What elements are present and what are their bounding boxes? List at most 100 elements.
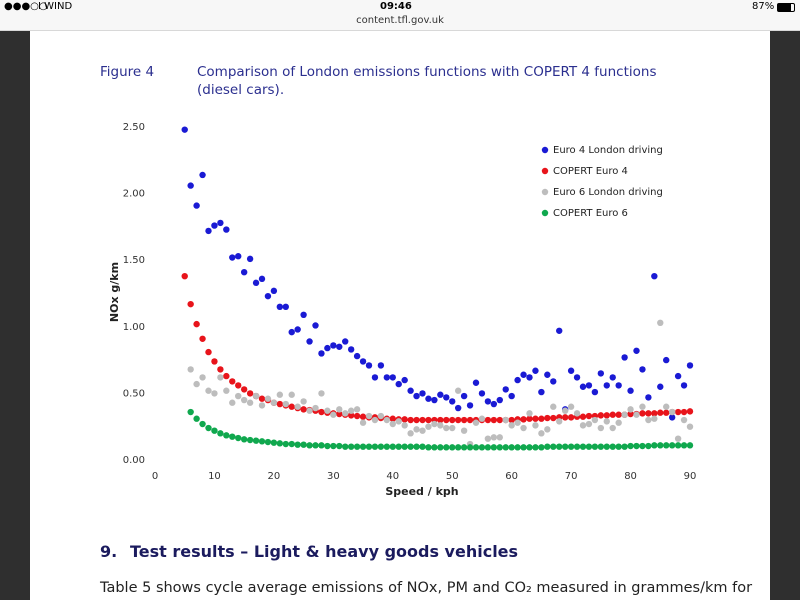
data-point [300,441,307,448]
browser-bar: ●●●○○ I WIND 09:46 87% content.tfl.gov.u… [0,0,800,31]
data-point [657,409,664,416]
data-point [484,398,492,405]
data-point [359,419,367,426]
data-point [556,327,563,334]
x-tick-label: 20 [268,471,281,482]
data-point [645,416,652,424]
data-point [579,383,587,390]
data-point [437,391,444,398]
data-point [336,410,343,418]
data-point [205,387,212,394]
x-tick-label: 80 [624,471,637,482]
data-point [419,390,426,397]
data-point [199,335,206,342]
data-point [663,409,670,416]
data-point [561,443,569,450]
legend-marker [541,188,549,196]
data-point [413,443,420,450]
data-point [342,443,349,450]
data-point [621,443,628,450]
data-point [347,443,355,450]
data-point [431,444,438,451]
data-point [532,367,539,374]
data-point [674,442,682,449]
data-point [407,443,414,450]
data-point [520,424,527,432]
y-tick-label: 1.00 [123,322,145,333]
data-point [639,442,646,450]
section-title: Test results – Light & heavy goods vehic… [130,542,519,561]
address-bar[interactable]: content.tfl.gov.uk [356,15,444,26]
data-point [686,423,694,430]
data-point [550,414,557,422]
data-point [223,226,230,233]
data-point [621,411,628,418]
data-point [668,442,676,449]
data-point [651,272,658,280]
data-point [419,443,426,450]
data-point [508,422,515,429]
data-point [538,388,545,396]
data-point [609,411,616,418]
data-point [633,411,640,418]
data-point [449,444,456,451]
data-point [294,403,301,410]
data-point [347,346,355,353]
data-point [353,406,361,413]
data-point [597,412,605,419]
data-point [502,416,509,424]
data-point [657,319,664,327]
x-tick-label: 0 [152,471,158,482]
data-point [318,350,325,357]
x-tick-label: 10 [208,471,221,482]
data-point [538,415,545,422]
data-point [496,444,503,451]
data-point [550,403,557,410]
data-point [556,418,563,425]
data-point [627,387,634,394]
data-point [579,413,587,420]
data-point [526,410,533,417]
data-point [276,440,284,447]
data-point [686,362,694,369]
data-point [478,415,486,422]
data-point [223,372,230,380]
data-point [544,371,551,378]
data-point [413,426,420,433]
data-point [668,408,676,416]
data-point [585,420,593,428]
data-point [389,415,396,422]
data-point [674,435,682,442]
data-point [609,443,616,450]
data-point [478,444,486,451]
data-point [270,399,278,406]
data-point [633,442,640,450]
data-point [674,408,682,416]
data-point [627,406,634,413]
data-point [193,415,200,422]
data-point [413,416,420,424]
data-point [359,443,367,450]
data-point [282,400,289,408]
data-point [288,391,295,398]
data-point [496,396,503,404]
data-point [490,434,498,441]
data-point [561,407,569,414]
data-point [538,430,545,437]
data-point [181,272,188,280]
y-tick-label: 1.50 [123,255,145,266]
data-point [579,443,587,450]
data-point [211,222,218,229]
data-point [330,411,337,418]
data-point [680,416,688,424]
data-point [324,344,331,352]
data-point [288,403,295,410]
data-point [371,416,379,424]
data-point [199,171,206,179]
data-point [466,444,474,451]
data-point [413,392,420,400]
data-point [472,379,480,386]
data-point [567,403,575,410]
data-point [300,406,307,413]
document-page [30,31,770,600]
